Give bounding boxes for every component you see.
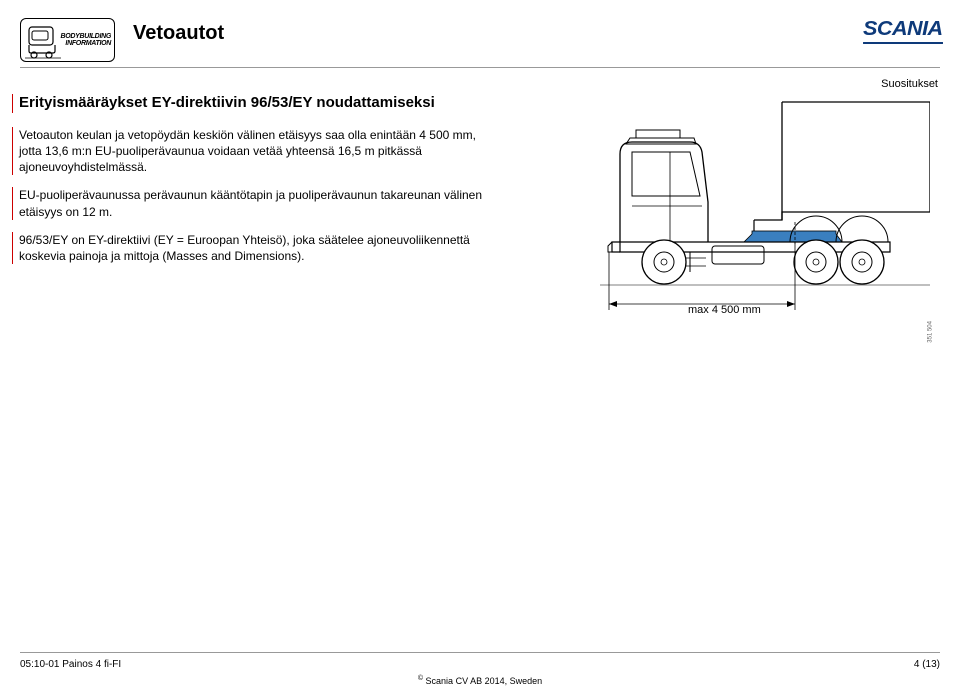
copyright: © Scania CV AB 2014, Sweden [0, 675, 960, 686]
page-footer: 05:10-01 Painos 4 fi-FI 4 (13) [20, 652, 940, 670]
bb-logo-line1: BODYBUILDING [61, 33, 111, 40]
figure-code: 351 504 [928, 321, 934, 343]
footer-right: 4 (13) [914, 659, 940, 670]
dimension-label: max 4 500 mm [688, 304, 761, 316]
truck-figure: max 4 500 mm 351 504 [530, 94, 930, 324]
truck-diagram-svg [530, 94, 930, 324]
paragraph-3: 96/53/EY on EY-direktiivi (EY = Euroopan… [12, 232, 485, 264]
section-heading: Erityismääräykset EY-direktiivin 96/53/E… [12, 94, 485, 113]
page-header: BODYBUILDING INFORMATION Vetoautot SCANI… [20, 18, 940, 68]
paragraph-1: Vetoauton keulan ja vetopöydän keskiön v… [12, 127, 485, 176]
bodybuilding-info-logo: BODYBUILDING INFORMATION [20, 18, 115, 62]
copyright-text: Scania CV AB 2014, Sweden [426, 676, 543, 686]
scania-logo: SCANIA [863, 18, 943, 44]
main-content: Erityismääräykset EY-direktiivin 96/53/E… [20, 94, 485, 276]
truck-icon [23, 21, 63, 61]
bb-logo-line2: INFORMATION [65, 40, 111, 47]
page-title: Vetoautot [133, 22, 224, 45]
paragraph-2: EU-puoliperävaunussa perävaunun kääntöta… [12, 187, 485, 219]
footer-left: 05:10-01 Painos 4 fi-FI [20, 659, 121, 670]
recommendations-label: Suositukset [881, 78, 938, 90]
